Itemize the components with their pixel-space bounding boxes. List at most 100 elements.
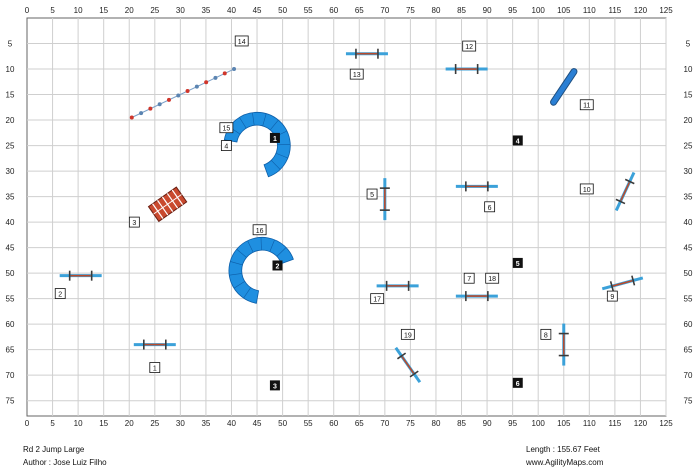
x-tick-label-bottom: 125: [659, 419, 673, 428]
x-tick-label-bottom: 105: [557, 419, 571, 428]
x-tick-label-top: 65: [355, 6, 364, 15]
x-tick-label-bottom: 55: [304, 419, 313, 428]
tunnel-rib: [229, 273, 242, 276]
x-tick-label-bottom: 75: [406, 419, 415, 428]
wall-obstacle: [147, 186, 188, 223]
number-tag-label: 4: [516, 138, 520, 145]
site-link[interactable]: www.AgilityMaps.com: [526, 458, 604, 467]
x-tick-label-top: 110: [583, 6, 596, 15]
weave-pole: [176, 93, 181, 98]
y-tick-label-right: 75: [684, 397, 693, 406]
number-tag-label: 2: [276, 263, 280, 270]
x-tick-label-top: 30: [176, 6, 185, 15]
jump-wing: [409, 370, 419, 378]
x-tick-label-bottom: 0: [25, 419, 30, 428]
weave-pole: [139, 111, 144, 116]
y-tick-label-right: 45: [684, 244, 693, 253]
weave-pole: [185, 89, 190, 94]
y-tick-label-right: 5: [686, 40, 691, 49]
number-tag-label: 3: [273, 383, 277, 390]
jump-pole: [612, 279, 633, 287]
jump-obstacle: [59, 270, 102, 281]
course-title: Rd 2 Jump Large: [23, 445, 85, 454]
y-tick-label-left: 10: [6, 65, 15, 74]
number-box: [366, 188, 378, 200]
x-tick-label-bottom: 20: [125, 419, 134, 428]
x-tick-label-top: 60: [329, 6, 338, 15]
x-tick-label-bottom: 115: [608, 419, 621, 428]
x-tick-label-bottom: 25: [150, 419, 159, 428]
x-tick-label-top: 55: [304, 6, 313, 15]
number-box-label: 11: [583, 103, 590, 110]
x-tick-label-bottom: 10: [74, 419, 83, 428]
y-tick-label-left: 65: [6, 346, 15, 355]
x-tick-label-top: 10: [74, 6, 83, 15]
x-tick-label-bottom: 5: [50, 419, 55, 428]
number-box: [485, 272, 500, 284]
number-box: [484, 201, 496, 213]
x-tick-label-top: 25: [150, 6, 159, 15]
y-tick-label-right: 70: [684, 371, 693, 380]
number-box: [219, 122, 234, 134]
x-tick-label-bottom: 50: [278, 419, 287, 428]
y-tick-label-left: 15: [6, 91, 15, 100]
y-tick-label-left: 60: [6, 320, 15, 329]
x-tick-label-top: 50: [278, 6, 287, 15]
number-tag-label: 1: [273, 136, 277, 143]
x-tick-label-bottom: 35: [201, 419, 210, 428]
weave-pole: [157, 102, 162, 107]
y-tick-label-left: 75: [6, 397, 15, 406]
y-tick-label-right: 15: [684, 91, 693, 100]
number-box-label: 14: [238, 39, 246, 46]
x-tick-label-bottom: 85: [457, 419, 466, 428]
jump-pole: [620, 182, 631, 201]
y-tick-label-right: 55: [684, 295, 693, 304]
x-tick-label-bottom: 80: [432, 419, 441, 428]
weave-pole: [232, 67, 237, 72]
number-box: [234, 35, 249, 47]
tunnel-rib: [276, 247, 287, 257]
jump-wing: [609, 281, 614, 292]
number-box: [540, 328, 552, 340]
x-tick-label-bottom: 100: [532, 419, 546, 428]
jump-wing: [396, 352, 407, 360]
number-tag: [512, 135, 523, 146]
x-tick-label-top: 35: [201, 6, 210, 15]
jump-obstacle: [558, 323, 569, 366]
weave-pole: [204, 80, 209, 85]
number-box-label: 15: [222, 126, 230, 133]
number-box-label: 3: [132, 220, 136, 227]
axis-tick-labels: 0055101015152020252530303535404045455050…: [6, 6, 693, 428]
jump-wing: [624, 178, 635, 185]
x-tick-label-bottom: 95: [508, 419, 517, 428]
y-tick-label-left: 35: [6, 193, 15, 202]
number-box: [463, 272, 475, 284]
number-box: [579, 99, 594, 111]
jump-obstacle: [133, 339, 176, 350]
weave-pole: [148, 106, 153, 111]
weave-pole: [194, 84, 199, 89]
y-tick-label-right: 25: [684, 142, 693, 151]
jump-wing: [615, 198, 626, 205]
number-box-label: 7: [467, 276, 471, 283]
number-box-label: 1: [153, 366, 157, 373]
x-tick-label-top: 45: [253, 6, 262, 15]
x-tick-label-top: 20: [125, 6, 134, 15]
x-tick-label-top: 15: [99, 6, 108, 15]
x-tick-label-top: 40: [227, 6, 236, 15]
jump-obstacle: [601, 275, 644, 292]
tunnel-rib: [252, 112, 255, 126]
y-tick-label-left: 30: [6, 167, 15, 176]
number-box: [579, 183, 594, 195]
x-tick-label-bottom: 120: [634, 419, 648, 428]
x-tick-label-top: 85: [457, 6, 466, 15]
tunnel-rib: [275, 152, 288, 159]
x-tick-label-top: 100: [532, 6, 546, 15]
jump-wing: [631, 275, 636, 286]
x-tick-label-bottom: 30: [176, 419, 185, 428]
number-box-label: 19: [404, 332, 412, 339]
number-box-label: 6: [488, 205, 492, 212]
number-box-label: 10: [583, 187, 591, 194]
number-box-label: 18: [488, 276, 496, 283]
